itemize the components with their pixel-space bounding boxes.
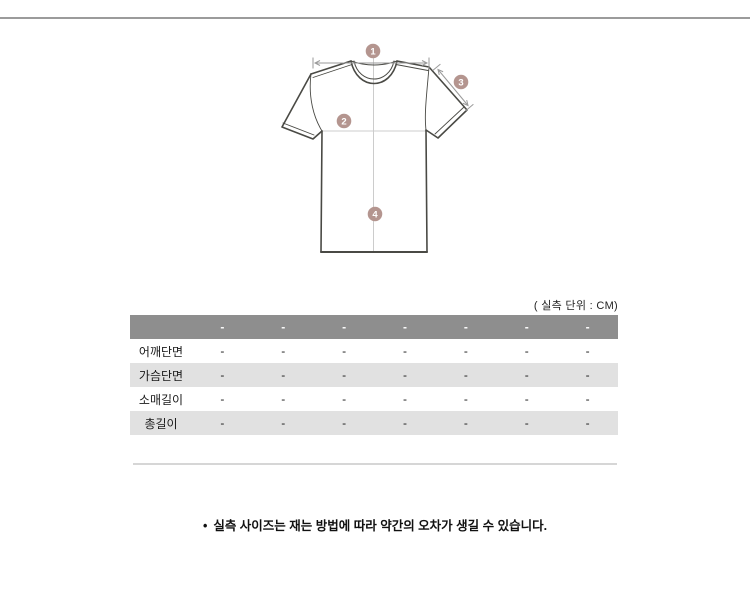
value-cell: - [403, 392, 407, 406]
value-cell: - [463, 416, 468, 430]
measurement-disclaimer: • 실측 사이즈는 재는 방법에 따라 약간의 오차가 생길 수 있습니다. [0, 515, 750, 534]
measure-point-2: 2 [336, 113, 352, 129]
value-cell: - [403, 416, 407, 430]
measure-point-1-dot [365, 43, 381, 59]
table-header-row: ------- [130, 315, 618, 339]
value-cell: - [281, 416, 286, 430]
disclaimer-bullet: • [202, 519, 208, 533]
value-cell: - [524, 416, 529, 430]
measure-point-3-number: 3 [458, 77, 463, 88]
shoulder-measure-arrow [312, 57, 430, 69]
table-bottom-divider [133, 463, 617, 465]
value-cell: - [342, 416, 347, 430]
table-row: 어깨단면 - - - - - - - [130, 339, 618, 363]
value-cell: - [524, 392, 529, 406]
row-label-cell: 어깨단면 [138, 344, 184, 359]
value-cell: - [342, 392, 347, 406]
tshirt-illustration: 1 2 3 4 [281, 43, 474, 253]
table-header-cell: - [281, 320, 286, 334]
table-row: 가슴단면 - - - - - - - [130, 363, 618, 387]
guide-lines [322, 58, 427, 252]
value-cell: - [281, 344, 286, 358]
value-cell: - [220, 344, 225, 358]
value-cell: - [403, 344, 407, 358]
measure-point-1: 1 [365, 43, 381, 59]
table-row: 총길이 - - - - - - - [130, 411, 618, 435]
table-header-cell: - [342, 320, 347, 334]
measure-point-1-number: 1 [370, 46, 376, 57]
top-divider [0, 17, 750, 19]
size-spec-table: - - - - - - - 어깨단면 - - - - - - - 가슴단면 - - - - - - - 소매길이 - - - - - - -… [130, 315, 618, 435]
row-label-cell: 가슴단면 [138, 368, 184, 383]
measure-point-4: 4 [367, 206, 383, 222]
tshirt-measurement-diagram: 1 2 3 4 [260, 38, 490, 273]
measure-point-3: 3 [453, 74, 469, 90]
value-cell: - [585, 416, 590, 430]
table-header-cell: - [403, 320, 407, 334]
value-cell: - [220, 392, 225, 406]
value-cell: - [585, 344, 590, 358]
value-cell: - [342, 368, 347, 382]
value-cell: - [403, 368, 407, 382]
value-cell: - [524, 368, 529, 382]
tshirt-outline [281, 60, 468, 253]
value-cell: - [585, 368, 590, 382]
value-cell: - [585, 392, 590, 406]
table-corner-cell [130, 315, 192, 339]
value-cell: - [524, 344, 529, 358]
value-cell: - [463, 368, 468, 382]
value-cell: - [281, 368, 286, 382]
row-label-cell: 소매길이 [138, 392, 184, 407]
measure-point-2-dot [336, 113, 352, 129]
measure-point-4-number: 4 [372, 209, 378, 220]
table-row: 소매길이 - - - - - - - [130, 387, 618, 411]
measure-point-3-dot [453, 74, 469, 90]
measure-point-4-dot [367, 206, 383, 222]
table-header-cell: - [463, 320, 468, 334]
sleeve-measure-arrow [432, 63, 474, 112]
value-cell: - [220, 416, 225, 430]
value-cell: - [281, 392, 286, 406]
value-cell: - [463, 344, 468, 358]
disclaimer-text: 실측 사이즈는 재는 방법에 따라 약간의 오차가 생길 수 있습니다. [213, 519, 548, 533]
row-label-cell: 총길이 [144, 416, 178, 431]
measurement-unit-note: ( 실측 단위 : CM) [533, 300, 618, 312]
table-header-cell: - [524, 320, 529, 334]
value-cell: - [220, 368, 225, 382]
value-cell: - [463, 392, 468, 406]
measure-point-2-number: 2 [341, 116, 346, 127]
table-header-cell: - [585, 320, 590, 334]
table-header-cell: - [220, 320, 225, 334]
value-cell: - [342, 344, 347, 358]
